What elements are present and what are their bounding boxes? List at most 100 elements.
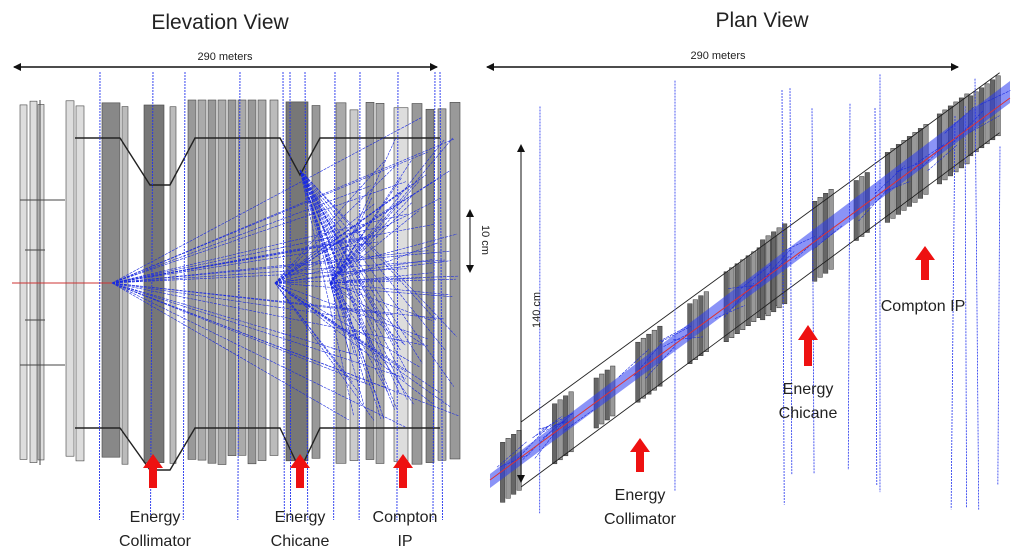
envelope-line	[520, 72, 1000, 423]
track	[659, 325, 690, 342]
vertical-track	[289, 71, 291, 521]
track	[329, 282, 424, 345]
track	[274, 178, 438, 284]
track	[274, 282, 406, 373]
magnet-slab	[411, 103, 423, 465]
track	[111, 238, 369, 284]
track	[299, 169, 437, 321]
track	[723, 282, 755, 318]
vertical-track	[304, 71, 309, 521]
track	[111, 117, 422, 284]
magnet-slab	[197, 99, 207, 461]
magnet-slab	[29, 100, 38, 463]
track	[672, 336, 703, 341]
track	[111, 282, 358, 356]
station-label: Energy Chicane	[779, 381, 838, 422]
track	[299, 169, 354, 417]
envelope-line	[520, 132, 1000, 488]
track	[329, 282, 364, 405]
track	[299, 169, 423, 364]
track	[896, 160, 927, 173]
track	[299, 169, 406, 382]
magnet-slab	[237, 99, 247, 456]
track	[542, 412, 574, 439]
track	[714, 305, 746, 319]
vertical-track	[439, 71, 443, 521]
red-arrow	[798, 325, 818, 366]
scale-label: 10 cm	[479, 225, 491, 255]
track	[111, 259, 446, 284]
track	[329, 194, 414, 284]
magnet-slab	[217, 99, 227, 465]
track	[329, 137, 453, 284]
track	[329, 282, 415, 406]
vertical-track	[789, 88, 793, 476]
track	[274, 233, 458, 284]
vertical-track	[950, 115, 956, 510]
track	[329, 278, 456, 284]
track	[111, 235, 378, 284]
track	[329, 282, 433, 321]
vertical-track	[333, 71, 336, 521]
track	[784, 236, 816, 251]
red-arrow	[290, 454, 310, 488]
vertical-track	[358, 71, 361, 521]
magnet-slab	[375, 103, 385, 464]
track	[532, 415, 563, 439]
track	[274, 165, 396, 284]
station-label: Compton IP	[881, 298, 965, 315]
track	[299, 169, 396, 346]
track	[274, 282, 453, 298]
track	[111, 250, 450, 284]
magnet-slab	[65, 100, 75, 457]
magnet-slab	[257, 99, 267, 461]
track	[329, 138, 396, 284]
plan-drawing	[489, 72, 1011, 514]
track	[299, 169, 401, 395]
track	[299, 169, 397, 409]
track	[274, 282, 433, 404]
track	[299, 169, 371, 348]
beam-pipe-outline	[75, 137, 440, 472]
track	[111, 282, 390, 390]
magnet-slab	[393, 107, 409, 462]
track	[111, 282, 371, 386]
magnet-slab	[311, 105, 321, 459]
track	[111, 151, 428, 284]
track	[952, 110, 984, 143]
track	[299, 169, 457, 337]
length-label: 290 meters	[690, 50, 746, 62]
track	[299, 169, 382, 419]
magnet-slab	[187, 99, 197, 460]
station-label: Energy Collimator	[604, 487, 677, 528]
track	[329, 210, 419, 284]
track	[517, 427, 548, 459]
magnet-slab	[269, 99, 279, 456]
track	[645, 345, 676, 379]
track	[538, 421, 569, 430]
vertical-track	[282, 71, 285, 521]
track	[274, 282, 440, 393]
track	[535, 420, 566, 436]
track	[329, 277, 421, 284]
track	[111, 282, 346, 318]
track	[274, 260, 451, 284]
track	[274, 174, 427, 284]
track	[329, 139, 445, 284]
vertical-track	[964, 106, 968, 509]
track	[980, 90, 1011, 105]
track	[927, 144, 958, 172]
station-label: Compton IP	[373, 509, 438, 550]
vertical-track	[874, 108, 878, 486]
vertical-track	[432, 71, 436, 521]
track	[541, 413, 572, 430]
red-arrow	[915, 246, 935, 280]
track	[299, 169, 344, 310]
track	[329, 282, 354, 313]
vertical-track	[182, 71, 186, 521]
red-arrows	[143, 246, 935, 488]
track	[329, 282, 389, 394]
track	[111, 268, 408, 284]
track	[274, 282, 375, 421]
vertical-track	[847, 103, 851, 471]
